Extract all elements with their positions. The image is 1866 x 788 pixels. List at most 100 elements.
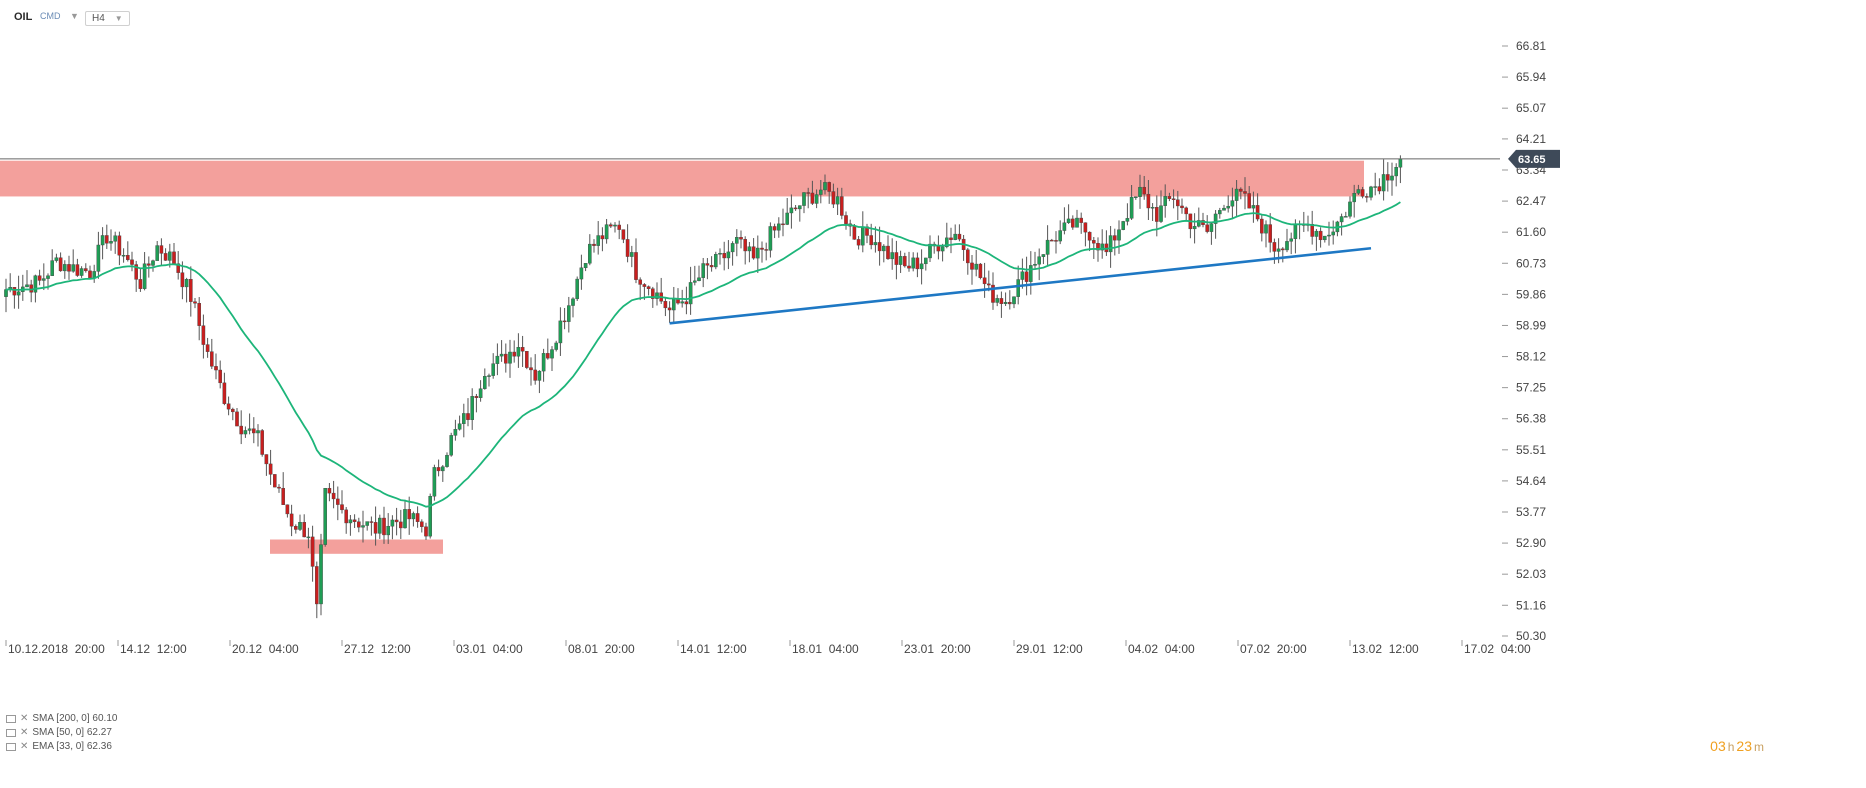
candle-body [1150,207,1155,209]
legend-row-sma200[interactable]: ✕ SMA [200, 0] 60.10 [6,712,117,726]
candle-body [1037,256,1041,265]
candle-body [1129,196,1134,219]
candle-body [596,235,600,246]
candle-body [1369,186,1373,198]
close-icon[interactable]: ✕ [20,713,29,724]
candle-body [546,353,550,359]
candle-body [197,303,202,326]
x-tick-label: 27.12 12:00 [344,642,411,656]
candle-body [1159,205,1163,222]
candle-body [71,264,75,272]
legend-text-ema33: EMA [33, 0] 62.36 [32,741,112,752]
candle-body [1373,186,1377,188]
candle-body [1327,234,1331,237]
candle-body [1209,223,1214,232]
symbol-label[interactable]: OIL [14,11,33,23]
candle-body [67,264,71,272]
candle-body [323,488,328,545]
candle-body [352,519,357,522]
candle-body [142,263,147,289]
candle-body [642,284,647,287]
candle-body [856,239,861,246]
y-axis: 66.8165.9465.0764.2163.3462.4761.6060.73… [1502,39,1560,643]
candle-body [75,264,80,276]
candle-body [680,301,684,304]
candle-body [714,254,718,268]
candle-body [96,244,101,272]
candle-body [411,513,416,520]
chart-toolbar: OIL CMD ▼ H4 ▼ [0,0,1866,40]
x-tick-label: 14.12 12:00 [120,642,187,656]
candle-body [1024,271,1029,282]
instrument-type-label[interactable]: CMD [40,11,61,21]
y-tick-label: 65.94 [1516,70,1546,84]
candle-body [793,207,798,210]
candle-body [16,291,21,296]
candle-body [1310,224,1314,237]
candle-body [134,264,139,280]
candle-body [188,278,193,302]
close-icon[interactable]: ✕ [20,727,29,738]
y-tick-label: 59.86 [1516,287,1546,301]
candle-body [537,370,542,381]
candle-body [344,509,349,524]
legend-row-ema33[interactable]: ✕ EMA [33, 0] 62.36 [6,740,117,754]
y-tick-label: 50.30 [1516,629,1546,643]
candle-body [1243,191,1247,194]
candle-body [1020,271,1025,280]
candle-body [1293,223,1298,239]
candle-body [730,243,735,253]
candle-body [474,396,479,398]
candle-body [600,235,605,240]
candle-body [810,192,815,204]
candle-body [247,428,252,431]
close-icon[interactable]: ✕ [20,741,29,752]
candle-body [214,366,218,371]
candle-body [823,182,827,191]
zones-layer [0,160,1364,554]
settings-icon[interactable] [6,743,16,751]
candle-body [924,257,928,265]
candle-body [533,369,537,381]
candle-body [256,430,260,434]
candle-body [289,513,294,527]
candle-body [718,252,722,255]
candle-body [302,522,307,538]
candle-body [504,353,508,364]
candle-body [294,526,298,530]
candle-body [558,320,563,344]
candle-body [613,224,617,227]
candle-body [1167,196,1172,199]
candle-body [121,255,126,257]
timeframe-selector[interactable]: H4 ▼ [85,11,130,26]
candle-body [684,301,689,305]
candle-body [1276,248,1281,252]
candle-body [193,301,197,304]
candle-body [403,509,407,529]
candle-body [428,496,433,537]
candle-body [743,239,747,252]
candle-body [655,292,659,299]
candle-body [785,212,789,225]
candle-body [630,252,634,257]
candle-body [1163,196,1167,206]
candle-body [1003,302,1008,304]
overlays-layer [0,158,1500,508]
candle-body [882,245,886,252]
instrument-type-dropdown-icon[interactable]: ▼ [70,11,79,21]
candle-body [420,521,424,527]
candle-body [940,246,945,252]
settings-icon[interactable] [6,729,16,737]
legend-row-sma50[interactable]: ✕ SMA [50, 0] 62.27 [6,726,117,740]
candle-body [298,522,302,530]
candle-body [667,307,672,311]
candle-body [365,521,370,526]
candle-body [1058,230,1062,242]
candle-body [445,454,449,467]
y-tick-label: 51.16 [1516,598,1546,612]
candle-body [1318,230,1323,241]
settings-icon[interactable] [6,715,16,723]
candle-body [457,423,462,430]
candle-body [541,353,546,372]
